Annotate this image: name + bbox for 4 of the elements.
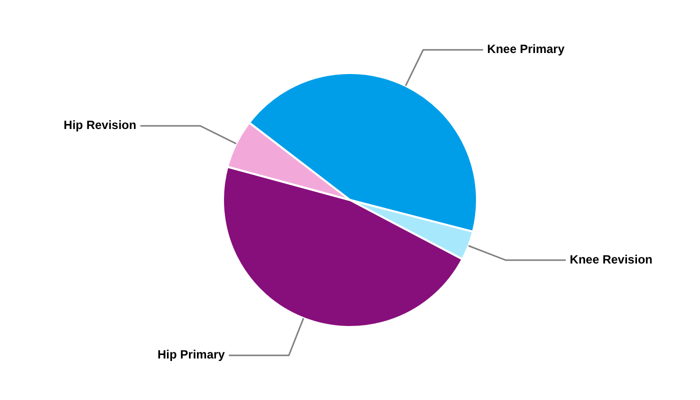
slice-label: Knee Primary xyxy=(487,42,565,56)
slice-label: Hip Revision xyxy=(64,118,136,132)
slice-label: Hip Primary xyxy=(157,348,226,362)
slice-label: Knee Revision xyxy=(570,252,652,266)
